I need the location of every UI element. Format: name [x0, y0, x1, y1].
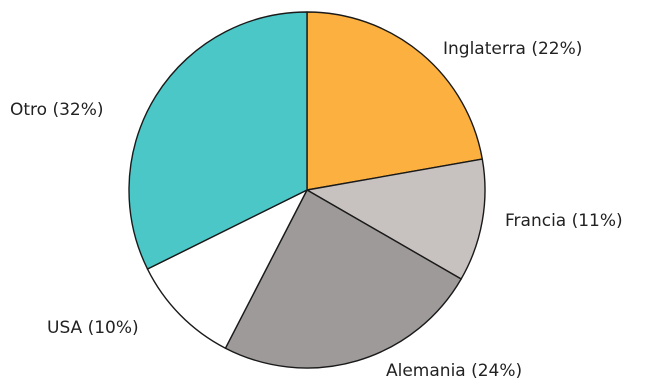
label-otro: Otro (32%): [10, 100, 104, 120]
label-inglaterra: Inglaterra (22%): [443, 39, 582, 59]
pie-labels: Inglaterra (22%) Francia (11%) Alemania …: [10, 39, 623, 381]
label-francia: Francia (11%): [505, 211, 623, 231]
slice-inglaterra: [306, 11, 483, 191]
slice-francia: [306, 158, 486, 280]
slice-otro: [128, 11, 308, 270]
label-usa: USA (10%): [47, 318, 139, 338]
label-alemania: Alemania (24%): [386, 361, 522, 381]
slice-usa: [146, 189, 308, 349]
pie-slices: [128, 11, 486, 369]
